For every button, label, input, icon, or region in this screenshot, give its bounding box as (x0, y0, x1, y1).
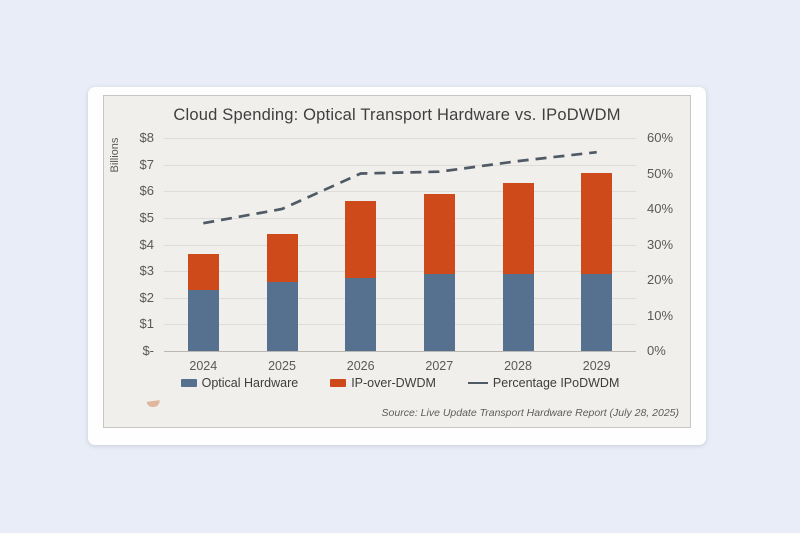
legend-item-ip-over-dwdm: IP-over-DWDM (330, 376, 436, 390)
legend-item-percentage: Percentage IPoDWDM (467, 376, 620, 390)
y-axis-tick-right: 40% (647, 201, 674, 216)
bar-ip-over-dwdm (266, 233, 298, 282)
bar-ip-over-dwdm (581, 172, 613, 274)
chart-title: Cloud Spending: Optical Transport Hardwa… (173, 106, 621, 124)
y-axis-tick-right: 50% (647, 165, 674, 181)
y-axis-tick-left: $- (142, 343, 154, 358)
bar-optical-hardware (187, 289, 219, 351)
bar-ip-over-dwdm (345, 200, 377, 278)
legend-item-optical-hardware: Optical Hardware (180, 376, 299, 390)
y-axis-tick-left: $1 (139, 316, 154, 332)
legend-label-ip: IP-over-DWDM (351, 376, 436, 390)
y-axis-tick-left: $7 (139, 156, 154, 172)
bar-optical-hardware (581, 273, 613, 351)
gridline (164, 244, 636, 246)
legend-swatch-line-icon (467, 381, 488, 385)
y-axis-tick-left: $3 (139, 263, 154, 279)
bar-ip-over-dwdm (502, 183, 534, 274)
x-axis-tick: 2028 (504, 359, 532, 373)
gridline (164, 164, 636, 166)
x-axis-tick: 2024 (189, 359, 218, 373)
legend-label-percentage: Percentage IPoDWDM (492, 376, 620, 390)
y-axis-tick-right: 10% (647, 307, 674, 323)
x-axis-tick: 2027 (425, 359, 454, 373)
watermark-logo-icon (146, 400, 161, 408)
y-axis-tick-left: $5 (139, 209, 154, 225)
y-axis-tick-left: $6 (139, 183, 154, 199)
y-axis-tick-right: 60% (647, 130, 674, 145)
gridline (164, 297, 636, 299)
y-axis-tick-left: $4 (139, 236, 154, 252)
y-axis-tick-left: $8 (139, 130, 154, 145)
legend-swatch-optical-icon (180, 379, 197, 387)
bar-optical-hardware (502, 273, 534, 351)
source-note: Source: Live Update Transport Hardware R… (381, 407, 679, 419)
bar-ip-over-dwdm (423, 193, 455, 274)
x-axis-line (164, 351, 636, 352)
chart-legend: Optical Hardware IP-over-DWDM Percentage… (164, 376, 636, 390)
legend-label-optical: Optical Hardware (201, 376, 299, 390)
chart-panel: Cloud Spending: Optical Transport Hardwa… (103, 95, 691, 428)
x-axis-tick: 2025 (268, 359, 296, 373)
bar-optical-hardware (423, 273, 455, 351)
gridline (164, 217, 636, 219)
gridline (164, 138, 636, 139)
y-axis-tick-right: 30% (647, 236, 674, 252)
legend-swatch-ip-icon (330, 379, 347, 387)
gridline (164, 191, 636, 193)
x-axis-tick: 2026 (346, 359, 375, 373)
bar-ip-over-dwdm (187, 253, 219, 290)
chart-card: Cloud Spending: Optical Transport Hardwa… (88, 87, 706, 445)
y-axis-tick-left: $2 (139, 289, 154, 305)
bar-optical-hardware (345, 277, 377, 351)
x-axis-tick: 2029 (582, 359, 611, 373)
gridline (164, 324, 636, 326)
gridline (164, 271, 636, 273)
bar-optical-hardware (266, 281, 298, 351)
y-axis-tick-right: 20% (647, 272, 674, 287)
y-axis-tick-right: 0% (647, 343, 666, 358)
